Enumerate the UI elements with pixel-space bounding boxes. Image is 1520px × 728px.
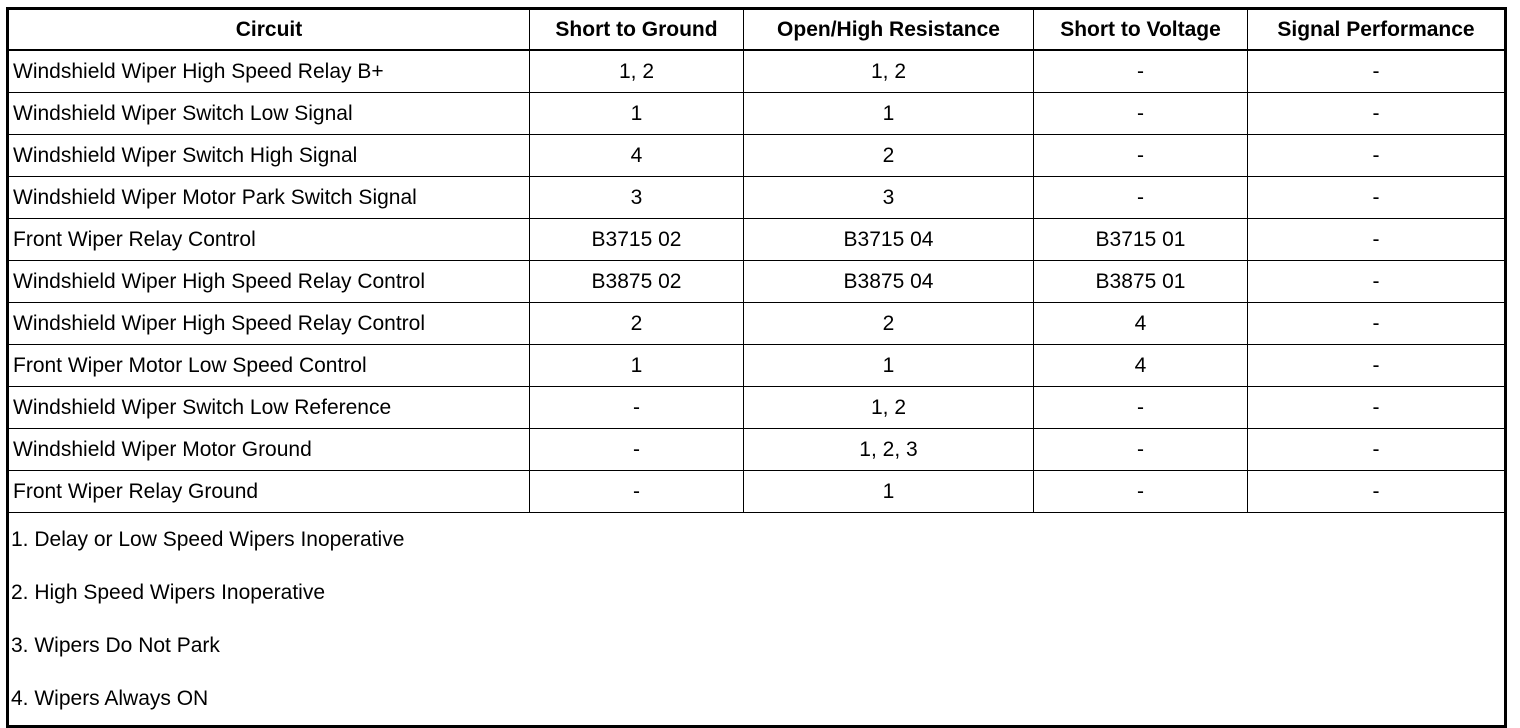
fault-code-cell: 4	[529, 134, 744, 177]
circuit-name-cell: Windshield Wiper Motor Ground	[7, 428, 530, 471]
fault-code-cell: 3	[743, 176, 1034, 219]
header-signal-performance: Signal Performance	[1247, 8, 1506, 51]
fault-code-cell: -	[1033, 49, 1248, 93]
fault-code-cell: -	[1247, 49, 1506, 93]
header-open-high-resistance: Open/High Resistance	[743, 8, 1034, 51]
table-row: Front Wiper Relay Control B3715 02 B3715 0…	[7, 218, 1506, 261]
fault-code-cell: -	[1033, 176, 1248, 219]
fault-code-cell: 2	[529, 302, 744, 345]
fault-code-cell: -	[1247, 134, 1506, 177]
fault-code-cell: -	[1033, 428, 1248, 471]
fault-code-cell: 1, 2, 3	[743, 428, 1034, 471]
fault-code-cell: -	[1247, 302, 1506, 345]
fault-code-cell: 3	[529, 176, 744, 219]
note-row: 4. Wipers Always ON	[7, 672, 1506, 727]
fault-code-cell: -	[1033, 470, 1248, 513]
fault-code-cell: -	[1247, 92, 1506, 135]
circuit-name-cell: Windshield Wiper High Speed Relay B+	[7, 49, 530, 93]
table-row: Windshield Wiper Motor Ground -1, 2, 3--	[7, 428, 1506, 471]
fault-code-cell: 2	[743, 134, 1034, 177]
fault-code-cell: -	[1247, 470, 1506, 513]
footnote: 2. High Speed Wipers Inoperative	[7, 566, 1506, 619]
fault-code-cell: -	[1247, 386, 1506, 429]
fault-code-cell: -	[1247, 428, 1506, 471]
table-row: Windshield Wiper High Speed Relay B+ 1, 2…	[7, 49, 1506, 93]
fault-code-cell: -	[1033, 92, 1248, 135]
fault-code-cell: 1	[529, 344, 744, 387]
fault-code-cell: -	[1247, 176, 1506, 219]
table-row: Front Wiper Motor Low Speed Control 1 1 4-	[7, 344, 1506, 387]
fault-code-cell: -	[1247, 218, 1506, 261]
fault-code-cell: B3715 02	[529, 218, 744, 261]
fault-code-cell: 4	[1033, 344, 1248, 387]
fault-code-cell: -	[1033, 134, 1248, 177]
table-row: Windshield Wiper Switch High Signal 4 2- -	[7, 134, 1506, 177]
fault-code-cell: -	[1247, 344, 1506, 387]
header-row: Circuit Short to Ground Open/High Resist…	[7, 8, 1506, 51]
circuit-name-cell: Front Wiper Relay Control	[7, 218, 530, 261]
header-short-to-voltage: Short to Voltage	[1033, 8, 1248, 51]
table-row: Front Wiper Relay Ground -1- -	[7, 470, 1506, 513]
circuit-name-cell: Front Wiper Relay Ground	[7, 470, 530, 513]
fault-code-cell: 1, 2	[743, 49, 1034, 93]
fault-code-cell: 1, 2	[743, 386, 1034, 429]
table-row: Windshield Wiper Motor Park Switch Signa…	[7, 176, 1506, 219]
fault-code-cell: -	[1247, 260, 1506, 303]
fault-code-cell: 1	[743, 470, 1034, 513]
circuit-name-cell: Windshield Wiper Motor Park Switch Signa…	[7, 176, 530, 219]
note-row: 1. Delay or Low Speed Wipers Inoperative	[7, 512, 1506, 566]
fault-code-cell: B3875 02	[529, 260, 744, 303]
circuit-name-cell: Windshield Wiper High Speed Relay Contro…	[7, 302, 530, 345]
circuit-name-cell: Windshield Wiper High Speed Relay Contro…	[7, 260, 530, 303]
table-row: Windshield Wiper Switch Low Signal 1 1- -	[7, 92, 1506, 135]
fault-code-cell: B3715 04	[743, 218, 1034, 261]
fault-code-cell: B3875 01	[1033, 260, 1248, 303]
fault-code-cell: -	[529, 386, 744, 429]
circuit-name-cell: Windshield Wiper Switch High Signal	[7, 134, 530, 177]
footnote: 4. Wipers Always ON	[7, 672, 1506, 727]
fault-code-cell: -	[529, 428, 744, 471]
footnote: 3. Wipers Do Not Park	[7, 619, 1506, 672]
note-row: 3. Wipers Do Not Park	[7, 619, 1506, 672]
fault-code-cell: 4	[1033, 302, 1248, 345]
table-row: Windshield Wiper High Speed Relay Contro…	[7, 302, 1506, 345]
circuit-name-cell: Windshield Wiper Switch Low Signal	[7, 92, 530, 135]
fault-code-cell: -	[529, 470, 744, 513]
table-row: Windshield Wiper Switch Low Reference -1,…	[7, 386, 1506, 429]
header-circuit: Circuit	[7, 8, 530, 51]
fault-code-cell: -	[1033, 386, 1248, 429]
fault-code-cell: B3875 04	[743, 260, 1034, 303]
circuit-name-cell: Front Wiper Motor Low Speed Control	[7, 344, 530, 387]
note-row: 2. High Speed Wipers Inoperative	[7, 566, 1506, 619]
fault-code-cell: B3715 01	[1033, 218, 1248, 261]
footnote: 1. Delay or Low Speed Wipers Inoperative	[7, 512, 1506, 566]
table-row: Windshield Wiper High Speed Relay Contro…	[7, 260, 1506, 303]
fault-code-cell: 1	[529, 92, 744, 135]
fault-code-cell: 1, 2	[529, 49, 744, 93]
fault-code-cell: 2	[743, 302, 1034, 345]
header-short-to-ground: Short to Ground	[529, 8, 744, 51]
circuit-name-cell: Windshield Wiper Switch Low Reference	[7, 386, 530, 429]
fault-code-cell: 1	[743, 344, 1034, 387]
fault-code-cell: 1	[743, 92, 1034, 135]
circuit-diagnostic-table: Circuit Short to Ground Open/High Resist…	[6, 7, 1507, 728]
